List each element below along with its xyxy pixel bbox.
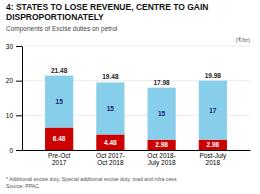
- tick-mark: [16, 150, 22, 151]
- axis-label: (₹/ltr): [236, 37, 250, 43]
- tick-label: 30: [6, 43, 14, 50]
- data-label: 15: [56, 98, 64, 105]
- subtitle: Components of Excise duties on petrol: [6, 25, 118, 33]
- bar-segment: [45, 128, 73, 150]
- data-label: 2.98: [207, 141, 220, 148]
- grid-line: [22, 46, 250, 47]
- tick-label: 20: [6, 77, 14, 84]
- data-label: 4.48: [104, 139, 117, 146]
- y-axis: 0 10 20 30: [6, 43, 23, 154]
- plot: 0 10 20 30 Pre-Oct2017 Oct 2017-Oct 2018 Oct 2…: [6, 37, 251, 167]
- data-label: 6.48: [53, 135, 66, 142]
- tick: 0: [9, 147, 22, 154]
- bar-segment: [96, 82, 124, 134]
- tick: Post-July2018: [199, 152, 226, 166]
- tick: 30: [6, 43, 22, 50]
- tick-mark: [16, 115, 22, 116]
- bar-segment: [148, 140, 176, 150]
- x-axis: Pre-Oct2017 Oct 2017-Oct 2018 Oct 2018-Jul…: [23, 151, 251, 168]
- bar-segment: [199, 140, 227, 150]
- tick-mark: [16, 46, 22, 47]
- data-label: 2.98: [155, 141, 168, 148]
- bar-segment: [45, 76, 73, 128]
- bars: [45, 76, 227, 150]
- tick-label: Post-July2018: [199, 152, 226, 166]
- bar-segment: [96, 134, 124, 150]
- tick: 20: [6, 77, 22, 84]
- tick: Pre-Oct2017: [48, 152, 71, 166]
- tick-label: Pre-Oct2017: [48, 152, 71, 166]
- data-label: 15: [107, 105, 115, 112]
- tick-label: 0: [9, 147, 13, 154]
- grid: [22, 46, 250, 150]
- tick: 10: [6, 112, 22, 119]
- tick-mark: [16, 81, 22, 82]
- labels: 6.48 4.48 2.98 2.98 15 15 15 17 21.48 19.48 17.98 1…: [51, 67, 221, 149]
- chart: 4: STATES TO LOSE REVENUE, CENTRE TO GAI…: [0, 0, 260, 194]
- tick-label: Oct 2018-July 2018: [147, 152, 176, 167]
- bar-segment: [199, 81, 227, 140]
- data-label: 15: [158, 110, 166, 117]
- total-label: 19.48: [102, 73, 119, 80]
- tick-label: 10: [6, 112, 14, 119]
- tick: Oct 2017-Oct 2018: [96, 152, 125, 166]
- bar-segment: [148, 88, 176, 140]
- footnote: * Additional excise duty, Special additi…: [6, 176, 177, 189]
- total-label: 21.48: [51, 67, 68, 74]
- total-label: 17.98: [153, 79, 170, 86]
- tick-label: Oct 2017-Oct 2018: [96, 152, 125, 166]
- title: 4: STATES TO LOSE REVENUE, CENTRE TO GAI…: [6, 2, 208, 22]
- tick: Oct 2018-July 2018: [147, 152, 176, 167]
- data-label: 17: [209, 107, 217, 114]
- axis-line: [22, 47, 23, 151]
- total-label: 19.98: [205, 72, 222, 79]
